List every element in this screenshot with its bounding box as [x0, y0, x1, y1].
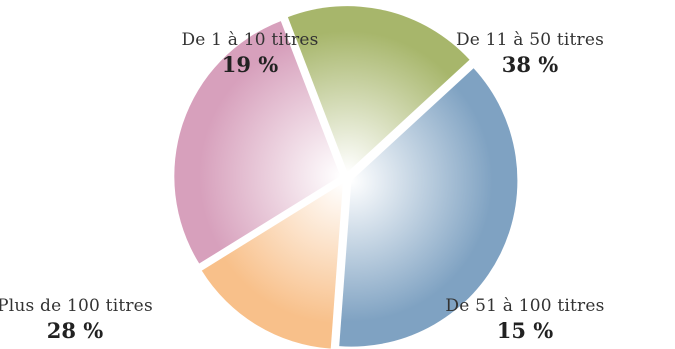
slice-name-100-plus: Plus de 100 titres — [0, 296, 153, 316]
slice-value-1-10: 19 % — [221, 52, 279, 77]
slice-11-50 — [339, 68, 518, 347]
slice-name-11-50: De 11 à 50 titres — [455, 30, 605, 50]
slice-value-11-50: 38 % — [501, 52, 559, 77]
slice-name-51-100: De 51 à 100 titres — [445, 296, 605, 316]
slice-100-plus — [174, 21, 341, 264]
slice-label-11-50: De 11 à 50 titres 38 % — [445, 30, 615, 77]
slice-51-100 — [201, 183, 343, 349]
slice-label-1-10: De 1 à 10 titres 19 % — [165, 30, 335, 77]
slice-label-51-100: De 51 à 100 titres 15 % — [440, 296, 610, 343]
slice-value-51-100: 15 % — [496, 318, 554, 343]
slice-name-1-10: De 1 à 10 titres — [181, 30, 319, 50]
slice-label-100-plus: Plus de 100 titres 28 % — [0, 296, 160, 343]
slice-1-10 — [287, 6, 470, 173]
slice-value-100-plus: 28 % — [46, 318, 104, 343]
